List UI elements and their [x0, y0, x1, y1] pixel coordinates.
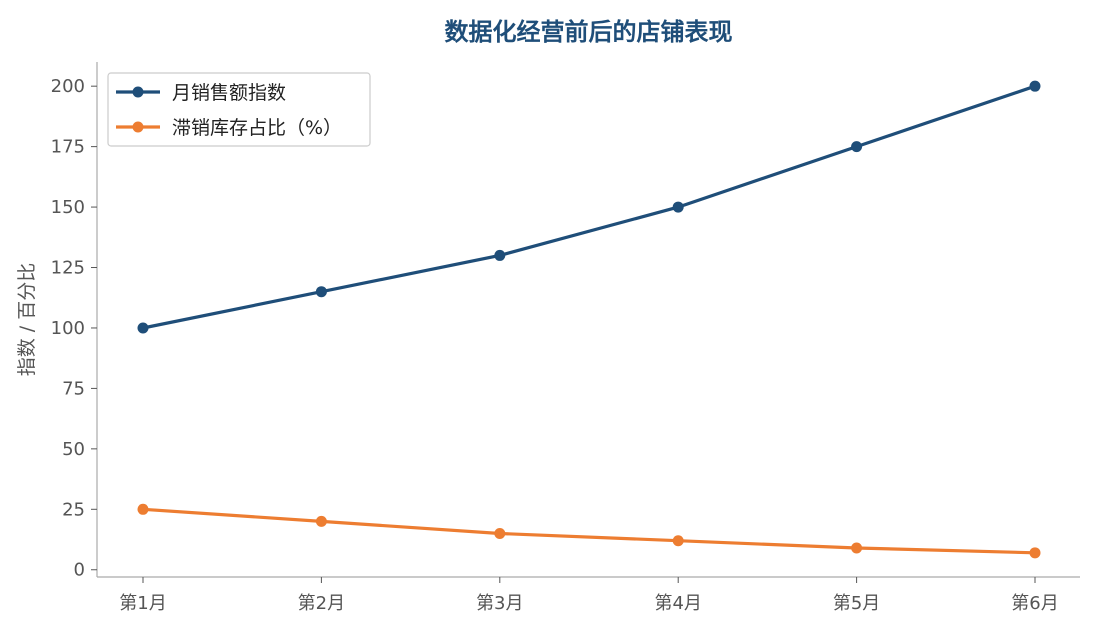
chart-title: 数据化经营前后的店铺表现: [444, 18, 733, 46]
y-tick-label: 200: [51, 76, 85, 97]
data-point-series-2: [494, 527, 506, 539]
axes: 0 25 50 75 100 125 150 175 200 第1月 第2月 第3月 第4月 第5月 第6月…: [16, 62, 1080, 614]
x-tick-label: 第6月: [1011, 593, 1058, 614]
y-tick-label: 150: [51, 197, 85, 218]
y-tick-label: 0: [74, 560, 85, 581]
y-tick-label: 50: [62, 439, 85, 460]
x-tick-label: 第2月: [298, 593, 345, 614]
data-point-series-1: [672, 201, 684, 213]
legend-box: [107, 72, 371, 147]
y-axis-title: 指数 / 百分比: [16, 263, 38, 376]
x-tick-label: 第4月: [654, 593, 701, 614]
series-line-2: [141, 507, 1037, 555]
legend-label-2: 滞销库存占比（%）: [172, 117, 342, 139]
legend-label-1: 月销售额指数: [172, 82, 286, 104]
y-tick-label: 100: [51, 318, 85, 339]
legend-marker-2: [132, 121, 144, 133]
data-point-series-1: [1029, 80, 1041, 92]
y-tick-label: 175: [51, 137, 85, 158]
data-point-series-1: [851, 141, 863, 153]
data-point-series-2: [672, 535, 684, 547]
data-point-series-2: [1029, 547, 1041, 559]
data-point-series-1: [315, 286, 327, 298]
y-tick-label: 125: [51, 258, 85, 279]
series-layer: [137, 80, 1041, 559]
data-point-series-2: [851, 542, 863, 554]
x-tick-label: 第1月: [119, 593, 166, 614]
x-tick-label: 第3月: [476, 593, 523, 614]
y-tick-label: 25: [62, 499, 85, 520]
data-point-series-2: [315, 515, 327, 527]
series-line-1: [141, 84, 1037, 330]
x-tick-label: 第5月: [833, 593, 880, 614]
legend-marker-1: [132, 86, 144, 98]
data-point-series-1: [137, 322, 149, 334]
y-tick-label: 75: [62, 378, 85, 399]
data-point-series-2: [137, 503, 149, 515]
data-point-series-1: [494, 249, 506, 261]
